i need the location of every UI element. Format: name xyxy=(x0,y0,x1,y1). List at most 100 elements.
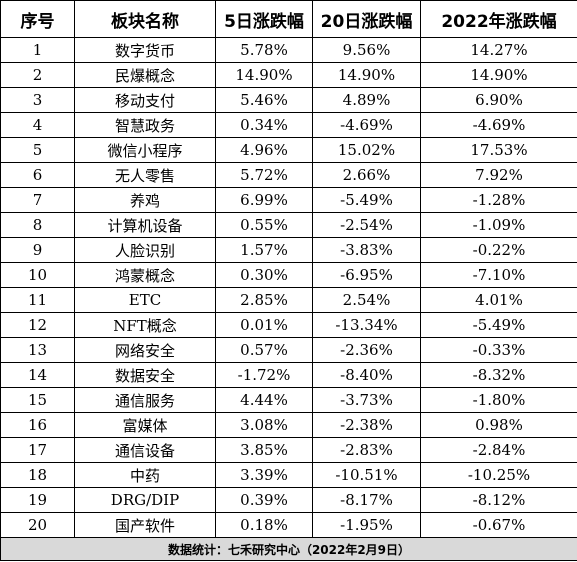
cell-index: 18 xyxy=(0,462,75,488)
cell-2022-change: 4.01% xyxy=(420,287,577,313)
cell-sector-name: 民爆概念 xyxy=(74,62,216,88)
cell-sector-name: ETC xyxy=(74,287,216,313)
table-row: 1 数字货币 5.78% 9.56% 14.27% xyxy=(0,37,577,63)
cell-2022-change: 6.90% xyxy=(420,87,577,113)
cell-index: 4 xyxy=(0,112,75,138)
cell-sector-name: 智慧政务 xyxy=(74,112,216,138)
table-row: 20 国产软件 0.18% -1.95% -0.67% xyxy=(0,512,577,538)
table-row: 13 网络安全 0.57% -2.36% -0.33% xyxy=(0,337,577,363)
cell-5day-change: 0.55% xyxy=(215,212,313,238)
cell-sector-name: 数字货币 xyxy=(74,37,216,63)
table-row: 12 NFT概念 0.01% -13.34% -5.49% xyxy=(0,312,577,338)
cell-20day-change: -1.95% xyxy=(312,512,421,538)
cell-20day-change: -2.36% xyxy=(312,337,421,363)
table-row: 3 移动支付 5.46% 4.89% 6.90% xyxy=(0,87,577,113)
cell-index: 8 xyxy=(0,212,75,238)
cell-2022-change: 14.27% xyxy=(420,37,577,63)
cell-5day-change: 14.90% xyxy=(215,62,313,88)
cell-20day-change: -4.69% xyxy=(312,112,421,138)
cell-sector-name: 数据安全 xyxy=(74,362,216,388)
cell-5day-change: 3.08% xyxy=(215,412,313,438)
cell-20day-change: -8.17% xyxy=(312,487,421,513)
cell-20day-change: -2.54% xyxy=(312,212,421,238)
cell-sector-name: 移动支付 xyxy=(74,87,216,113)
cell-2022-change: -1.80% xyxy=(420,387,577,413)
cell-5day-change: 0.39% xyxy=(215,487,313,513)
cell-index: 6 xyxy=(0,162,75,188)
cell-sector-name: 养鸡 xyxy=(74,187,216,213)
table-row: 7 养鸡 6.99% -5.49% -1.28% xyxy=(0,187,577,213)
cell-index: 1 xyxy=(0,37,75,63)
cell-sector-name: 通信设备 xyxy=(74,437,216,463)
header-index: 序号 xyxy=(0,0,75,38)
cell-20day-change: -2.38% xyxy=(312,412,421,438)
cell-2022-change: -0.67% xyxy=(420,512,577,538)
header-5day-change: 5日涨跌幅 xyxy=(215,0,313,38)
cell-2022-change: 14.90% xyxy=(420,62,577,88)
cell-index: 11 xyxy=(0,287,75,313)
cell-sector-name: NFT概念 xyxy=(74,312,216,338)
cell-5day-change: 0.30% xyxy=(215,262,313,288)
cell-5day-change: 2.85% xyxy=(215,287,313,313)
cell-sector-name: 网络安全 xyxy=(74,337,216,363)
cell-5day-change: 0.01% xyxy=(215,312,313,338)
cell-sector-name: 人脸识别 xyxy=(74,237,216,263)
cell-2022-change: 0.98% xyxy=(420,412,577,438)
table-row: 19 DRG/DIP 0.39% -8.17% -8.12% xyxy=(0,487,577,513)
cell-5day-change: 4.44% xyxy=(215,387,313,413)
table-row: 9 人脸识别 1.57% -3.83% -0.22% xyxy=(0,237,577,263)
table-footer: 数据统计：七禾研究中心（2022年2月9日） xyxy=(0,537,577,561)
cell-20day-change: 15.02% xyxy=(312,137,421,163)
table-row: 5 微信小程序 4.96% 15.02% 17.53% xyxy=(0,137,577,163)
cell-2022-change: -1.28% xyxy=(420,187,577,213)
cell-20day-change: 9.56% xyxy=(312,37,421,63)
table-row: 4 智慧政务 0.34% -4.69% -4.69% xyxy=(0,112,577,138)
table-row: 2 民爆概念 14.90% 14.90% 14.90% xyxy=(0,62,577,88)
cell-2022-change: -5.49% xyxy=(420,312,577,338)
cell-index: 2 xyxy=(0,62,75,88)
cell-2022-change: -10.25% xyxy=(420,462,577,488)
cell-5day-change: 0.18% xyxy=(215,512,313,538)
cell-20day-change: 2.66% xyxy=(312,162,421,188)
cell-2022-change: 7.92% xyxy=(420,162,577,188)
cell-20day-change: 14.90% xyxy=(312,62,421,88)
cell-5day-change: 4.96% xyxy=(215,137,313,163)
cell-20day-change: -3.73% xyxy=(312,387,421,413)
cell-index: 9 xyxy=(0,237,75,263)
cell-20day-change: -13.34% xyxy=(312,312,421,338)
data-source-note: 数据统计：七禾研究中心（2022年2月9日） xyxy=(0,537,577,561)
cell-2022-change: -8.12% xyxy=(420,487,577,513)
cell-sector-name: 计算机设备 xyxy=(74,212,216,238)
table-row: 8 计算机设备 0.55% -2.54% -1.09% xyxy=(0,212,577,238)
cell-index: 14 xyxy=(0,362,75,388)
cell-sector-name: 微信小程序 xyxy=(74,137,216,163)
cell-sector-name: 中药 xyxy=(74,462,216,488)
cell-sector-name: 无人零售 xyxy=(74,162,216,188)
cell-index: 16 xyxy=(0,412,75,438)
cell-index: 3 xyxy=(0,87,75,113)
cell-index: 13 xyxy=(0,337,75,363)
cell-5day-change: 6.99% xyxy=(215,187,313,213)
table-row: 10 鸿蒙概念 0.30% -6.95% -7.10% xyxy=(0,262,577,288)
cell-20day-change: 2.54% xyxy=(312,287,421,313)
cell-20day-change: -2.83% xyxy=(312,437,421,463)
cell-2022-change: -0.33% xyxy=(420,337,577,363)
cell-5day-change: 0.57% xyxy=(215,337,313,363)
cell-5day-change: 0.34% xyxy=(215,112,313,138)
cell-2022-change: -4.69% xyxy=(420,112,577,138)
cell-20day-change: -6.95% xyxy=(312,262,421,288)
table-row: 11 ETC 2.85% 2.54% 4.01% xyxy=(0,287,577,313)
cell-index: 5 xyxy=(0,137,75,163)
table-row: 18 中药 3.39% -10.51% -10.25% xyxy=(0,462,577,488)
cell-20day-change: 4.89% xyxy=(312,87,421,113)
header-20day-change: 20日涨跌幅 xyxy=(312,0,421,38)
cell-5day-change: 3.85% xyxy=(215,437,313,463)
cell-index: 19 xyxy=(0,487,75,513)
cell-5day-change: 5.46% xyxy=(215,87,313,113)
cell-2022-change: -8.32% xyxy=(420,362,577,388)
cell-2022-change: -7.10% xyxy=(420,262,577,288)
table-row: 6 无人零售 5.72% 2.66% 7.92% xyxy=(0,162,577,188)
cell-2022-change: -2.84% xyxy=(420,437,577,463)
